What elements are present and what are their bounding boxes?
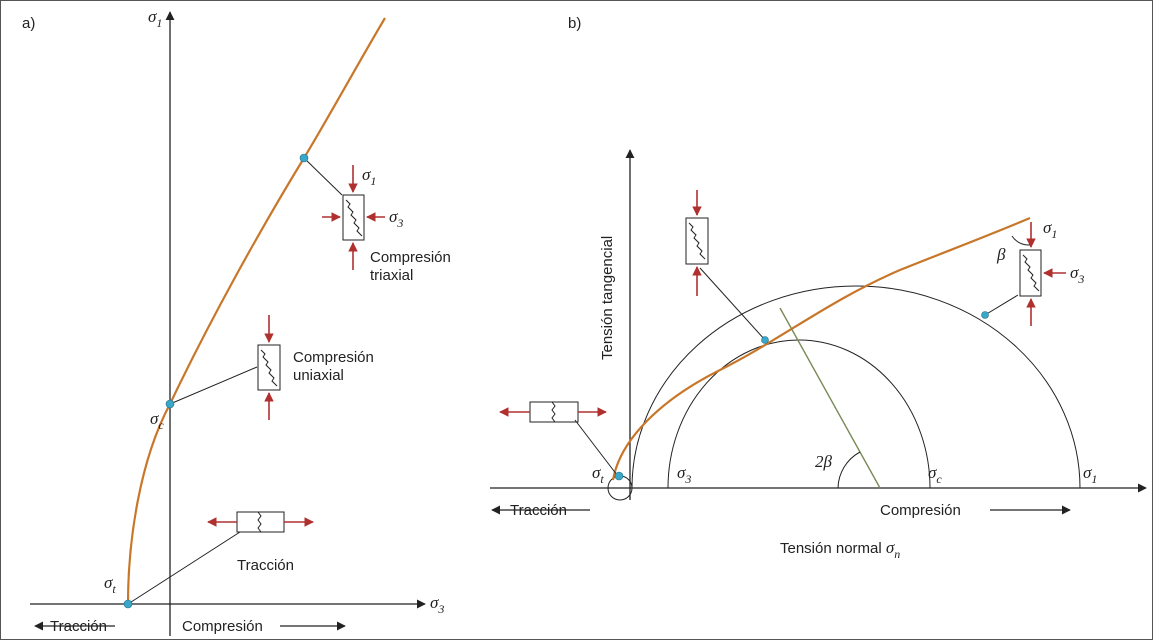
sample xyxy=(685,217,709,265)
symbol-sub: 3 xyxy=(1077,272,1084,286)
symbol: σ3 xyxy=(677,463,691,486)
point xyxy=(614,471,624,481)
symbol-base: σ xyxy=(150,409,159,428)
symbol-sub: 1 xyxy=(370,174,376,188)
sample xyxy=(257,344,281,391)
label: Compresión xyxy=(370,249,451,266)
mohr-circle xyxy=(667,339,931,489)
mohr-circle xyxy=(631,285,1081,489)
sample xyxy=(342,194,365,241)
symbol-sub: n xyxy=(894,547,900,561)
label: uniaxial xyxy=(293,367,344,384)
symbol-sub: 1 xyxy=(1091,472,1097,486)
label: Compresión xyxy=(293,349,374,366)
symbol: Tensión normal σn xyxy=(780,538,900,561)
point xyxy=(761,336,769,344)
symbol-sub: c xyxy=(158,418,164,432)
point xyxy=(981,311,989,319)
symbol-base: σ xyxy=(389,207,398,226)
symbol-base: σ xyxy=(430,593,439,612)
leader xyxy=(127,531,241,605)
symbol-sub: t xyxy=(600,472,604,486)
point xyxy=(165,399,175,409)
label: a) xyxy=(22,15,35,32)
symbol-sub: 3 xyxy=(437,602,444,616)
symbol-sub: t xyxy=(112,582,116,596)
symbol-sub: 3 xyxy=(684,472,691,486)
angle-arc xyxy=(837,451,861,489)
symbol-base: σ xyxy=(104,573,113,592)
symbol: σt xyxy=(104,573,116,596)
leader xyxy=(699,267,766,341)
fracture xyxy=(688,222,706,260)
symbol: σ1 xyxy=(148,7,162,30)
symbol: σt xyxy=(592,463,604,486)
sample xyxy=(1019,249,1042,297)
symbol: σ3 xyxy=(1070,263,1084,286)
symbol-base: σ xyxy=(362,165,371,184)
symbol-sub: 1 xyxy=(156,16,162,30)
curve xyxy=(126,17,386,605)
symbol-sub: c xyxy=(936,472,942,486)
panel-a xyxy=(30,11,426,636)
symbol-base: σ xyxy=(592,463,601,482)
symbol: σ3 xyxy=(430,593,444,616)
fracture xyxy=(260,349,278,387)
leader xyxy=(984,294,1019,316)
label: Tracción xyxy=(50,618,107,635)
leader xyxy=(303,157,343,196)
fracture xyxy=(257,511,262,533)
fracture xyxy=(1022,254,1040,292)
panel-b xyxy=(490,149,1147,515)
label: Tensión tangencial xyxy=(599,236,616,360)
symbol: σ1 xyxy=(1083,463,1097,486)
leader xyxy=(574,419,618,476)
symbol-base: σ xyxy=(1070,263,1079,282)
symbol-base: σ xyxy=(1043,218,1052,237)
text: Tensión normal xyxy=(780,540,886,557)
symbol-base: σ xyxy=(1083,463,1092,482)
symbol: σ3 xyxy=(389,207,403,230)
label: Compresión xyxy=(182,618,263,635)
label: b) xyxy=(568,15,581,32)
symbol-base: σ xyxy=(886,538,895,557)
label: triaxial xyxy=(370,267,413,284)
label: Tracción xyxy=(237,557,294,574)
fracture xyxy=(345,199,363,237)
symbol: σ1 xyxy=(1043,218,1057,241)
radius-line xyxy=(779,307,881,489)
envelope xyxy=(611,216,1031,481)
symbol-base: σ xyxy=(928,463,937,482)
fracture xyxy=(551,401,556,423)
label: Compresión xyxy=(880,502,961,519)
point xyxy=(299,153,309,163)
label: Tracción xyxy=(510,502,567,519)
symbol-base: σ xyxy=(677,463,686,482)
leader xyxy=(169,366,258,405)
symbol-sub: 3 xyxy=(396,216,403,230)
symbol-base: σ xyxy=(148,7,157,26)
symbol: σc xyxy=(928,463,942,486)
angle-arc xyxy=(1011,235,1031,246)
symbol: σ1 xyxy=(362,165,376,188)
labels: a) σ1σ3σ1σ3CompresióntriaxialσcCompresión… xyxy=(22,7,1097,635)
label: β xyxy=(996,245,1006,264)
symbol: σc xyxy=(150,409,164,432)
point xyxy=(123,599,133,609)
symbol-sub: 1 xyxy=(1051,227,1057,241)
label: 2β xyxy=(815,452,833,471)
